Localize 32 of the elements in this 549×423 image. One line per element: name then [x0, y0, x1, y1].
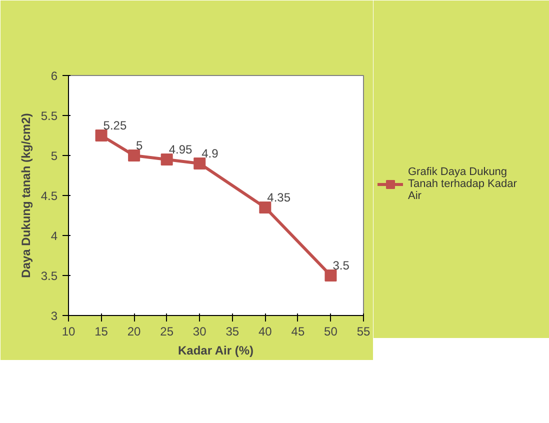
y-tick-label: 5	[50, 149, 58, 163]
data-label: 4.95	[168, 142, 193, 156]
x-tick-label: 50	[324, 324, 338, 338]
x-tick-label: 20	[127, 324, 142, 338]
y-tick-label: 6	[50, 69, 58, 83]
data-label: 5	[136, 138, 144, 152]
data-label: 3.5	[332, 258, 350, 272]
y-axis-title: Daya Dukung tanah (kg/cm2)	[18, 113, 33, 278]
data-label: 5.25	[103, 118, 127, 132]
x-tick-label: 45	[291, 324, 305, 338]
x-axis-title: Kadar Air (%)	[178, 344, 254, 358]
data-label: 4.35	[267, 190, 291, 204]
legend-label: Grafik Daya Dukung Tanah terhadap Kadar Air	[408, 166, 517, 202]
x-tick-label: 35	[226, 324, 240, 338]
x-tick-label: 15	[94, 324, 108, 338]
y-tick-label: 4.5	[40, 189, 58, 203]
x-tick-label: 40	[258, 324, 272, 338]
point	[95, 130, 108, 142]
point	[324, 270, 337, 282]
point	[160, 154, 173, 166]
data-label: 4.9	[202, 146, 219, 160]
y-tick-label: 4	[50, 229, 58, 243]
y-tick-label: 5.5	[40, 109, 58, 123]
y-tick-label: 3.5	[40, 269, 58, 283]
x-tick-label: 25	[160, 324, 174, 338]
y-tick-label: 3	[50, 309, 58, 323]
x-tick-label: 10	[62, 324, 76, 338]
x-tick-label: 30	[192, 324, 207, 338]
x-tick-label: 55	[356, 324, 370, 338]
point	[128, 150, 140, 162]
point	[194, 158, 206, 170]
point	[259, 202, 272, 214]
